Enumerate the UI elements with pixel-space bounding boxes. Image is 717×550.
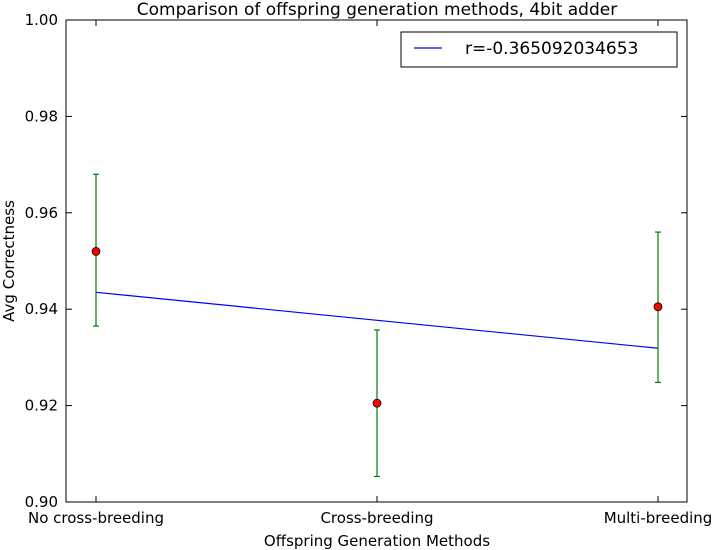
x-axis-label: Offspring Generation Methods	[264, 532, 490, 550]
y-tick-label: 0.94	[25, 300, 58, 318]
legend-label: r=-0.365092034653	[465, 39, 638, 59]
y-tick-label: 0.90	[25, 493, 58, 511]
x-tick-label: Multi-breeding	[604, 509, 713, 527]
y-tick-label: 0.92	[25, 397, 58, 415]
x-tick-label: Cross-breeding	[320, 509, 433, 527]
y-axis-label: Avg Correctness	[0, 200, 18, 322]
y-tick-label: 1.00	[25, 11, 58, 29]
data-point	[91, 246, 101, 256]
x-axis: No cross-breeding Cross-breeding Multi-bre…	[28, 20, 712, 527]
y-axis: 0.90 0.92 0.94 0.96 0.98 1.00	[25, 11, 687, 511]
data-point	[372, 398, 382, 408]
data-point	[653, 302, 663, 312]
x-tick-label: No cross-breeding	[28, 509, 164, 527]
y-tick-label: 0.96	[25, 204, 58, 222]
fit-line	[95, 291, 659, 349]
chart-title: Comparison of offspring generation metho…	[137, 0, 617, 20]
y-tick-label: 0.98	[25, 107, 58, 125]
legend: r=-0.365092034653	[400, 31, 678, 68]
legend-box	[400, 31, 678, 68]
plot-area	[91, 173, 663, 478]
